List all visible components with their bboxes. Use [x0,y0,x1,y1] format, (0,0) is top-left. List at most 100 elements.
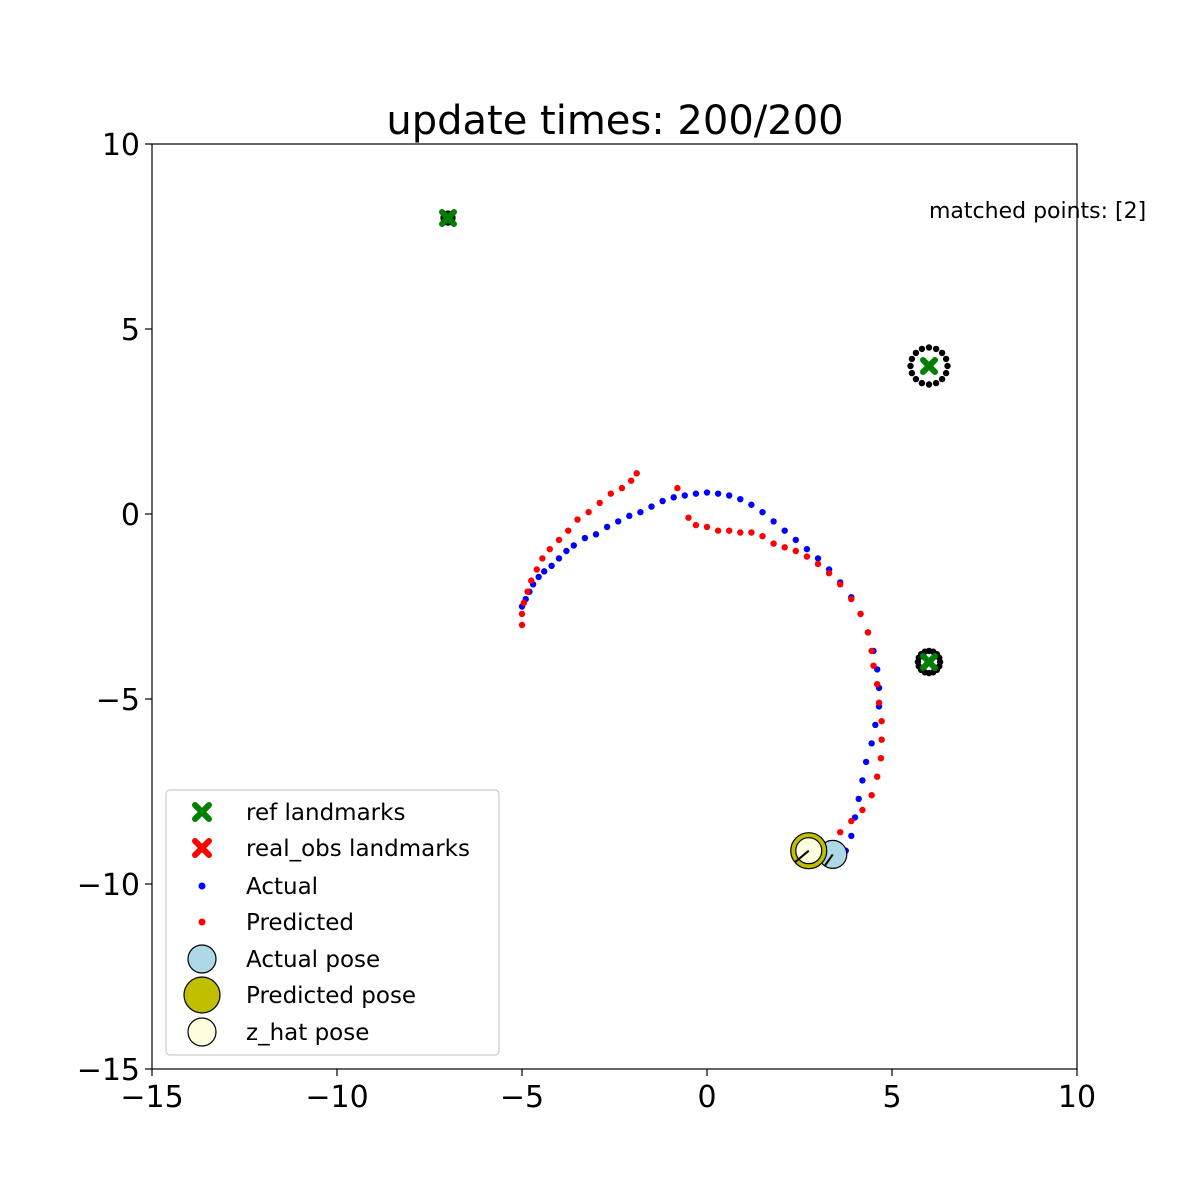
legend-entry-5: Predicted pose [183,976,416,1014]
matched-points-annotation: matched points: [2] [929,199,1146,224]
y-tick-label: −10 [77,868,140,903]
predicted-point [875,699,883,706]
legend-marker [192,838,212,858]
predicted-point [703,523,711,531]
predicted-point [859,806,866,814]
y-tick-label: 0 [121,498,140,533]
plot-area [439,209,951,870]
predicted-point [565,527,572,534]
observation-point [932,379,940,387]
actual-point [535,573,542,581]
predicted-point [528,577,535,584]
actual-point [648,503,655,510]
x-stroke [192,802,212,822]
legend-label: Actual [246,874,318,900]
actual-point [615,518,622,525]
predicted-point [596,499,603,507]
predicted-path [518,470,885,853]
x-tick-label: 10 [1058,1080,1096,1115]
x-tick-label: −15 [120,1080,183,1115]
ref-landmark-0 [439,209,457,227]
predicted-point [539,555,546,562]
predicted-point [618,484,626,492]
predicted-point [877,755,885,762]
actual-point [848,832,855,840]
legend-entry-2: Actual [198,874,318,900]
y-tick-label: −5 [96,683,140,718]
predicted-point [792,547,799,555]
legend-entry-3: Predicted [198,910,354,936]
actual-point [748,501,755,508]
predicted-point [848,595,855,603]
legend-entry-0: ref landmarks [192,800,405,826]
predicted-point [714,527,722,534]
actual-path [518,489,883,854]
observation-point [918,345,926,353]
legend-label: Predicted [246,910,354,936]
observation-point [925,381,933,388]
actual-point [703,489,711,496]
actual-point [563,547,570,555]
predicted-point [874,681,881,688]
actual-point [759,508,766,516]
actual-point [737,496,744,503]
z-hat-pose [795,837,823,865]
predicted-point [837,829,844,836]
legend-label: Actual pose [246,947,380,973]
legend-entry-6: z_hat pose [187,1017,369,1047]
predicted-point [770,540,777,547]
y-tick-label: 5 [121,313,140,348]
ref-landmark-2 [920,653,938,671]
actual-point [637,508,644,516]
predicted-point [585,508,592,516]
predicted-point [848,817,855,825]
predicted-point [520,599,528,606]
actual-point [714,490,722,497]
observation-point [912,375,920,383]
x-stroke [439,209,457,227]
legend-label: Predicted pose [246,983,416,1009]
observation-point [908,369,916,377]
predicted-point [781,544,788,551]
x-tick-label: −10 [305,1080,368,1115]
legend-marker [198,918,206,926]
actual-point [626,512,633,520]
predicted-point [803,553,811,560]
predicted-point [555,536,563,544]
observation-point [942,369,950,377]
predicted-point [864,629,872,636]
predicted-point [748,529,755,536]
observation-point [944,362,951,370]
actual-point [781,527,788,534]
actual-point [770,518,777,525]
observation-point [925,344,933,351]
observation-point [938,375,946,383]
legend-label: z_hat pose [246,1020,369,1046]
actual-point [659,497,666,505]
actual-point [803,545,811,553]
chart-title: update times: 200/200 [386,98,843,144]
actual-point [792,536,799,544]
predicted-point [633,470,640,477]
predicted-point [533,566,540,573]
y-tick-label: 10 [102,128,140,163]
predicted-point [878,718,885,725]
actual-point [581,534,589,542]
predicted-point [524,588,531,595]
actual-point [541,568,548,575]
pose-heading [823,853,834,867]
legend-entry-1: real_obs landmarks [192,836,470,862]
legend-label: real_obs landmarks [246,836,470,862]
pose-heading [798,849,810,860]
actual-point [855,795,862,803]
actual-point [555,555,563,562]
x-stroke [920,653,938,671]
x-tick-label: 5 [882,1080,901,1115]
actual-point [692,490,700,497]
predicted-point [674,484,681,492]
predicted-point [627,477,635,484]
predicted-point [737,529,744,536]
actual-point [548,562,555,569]
predicted-point [837,581,844,588]
